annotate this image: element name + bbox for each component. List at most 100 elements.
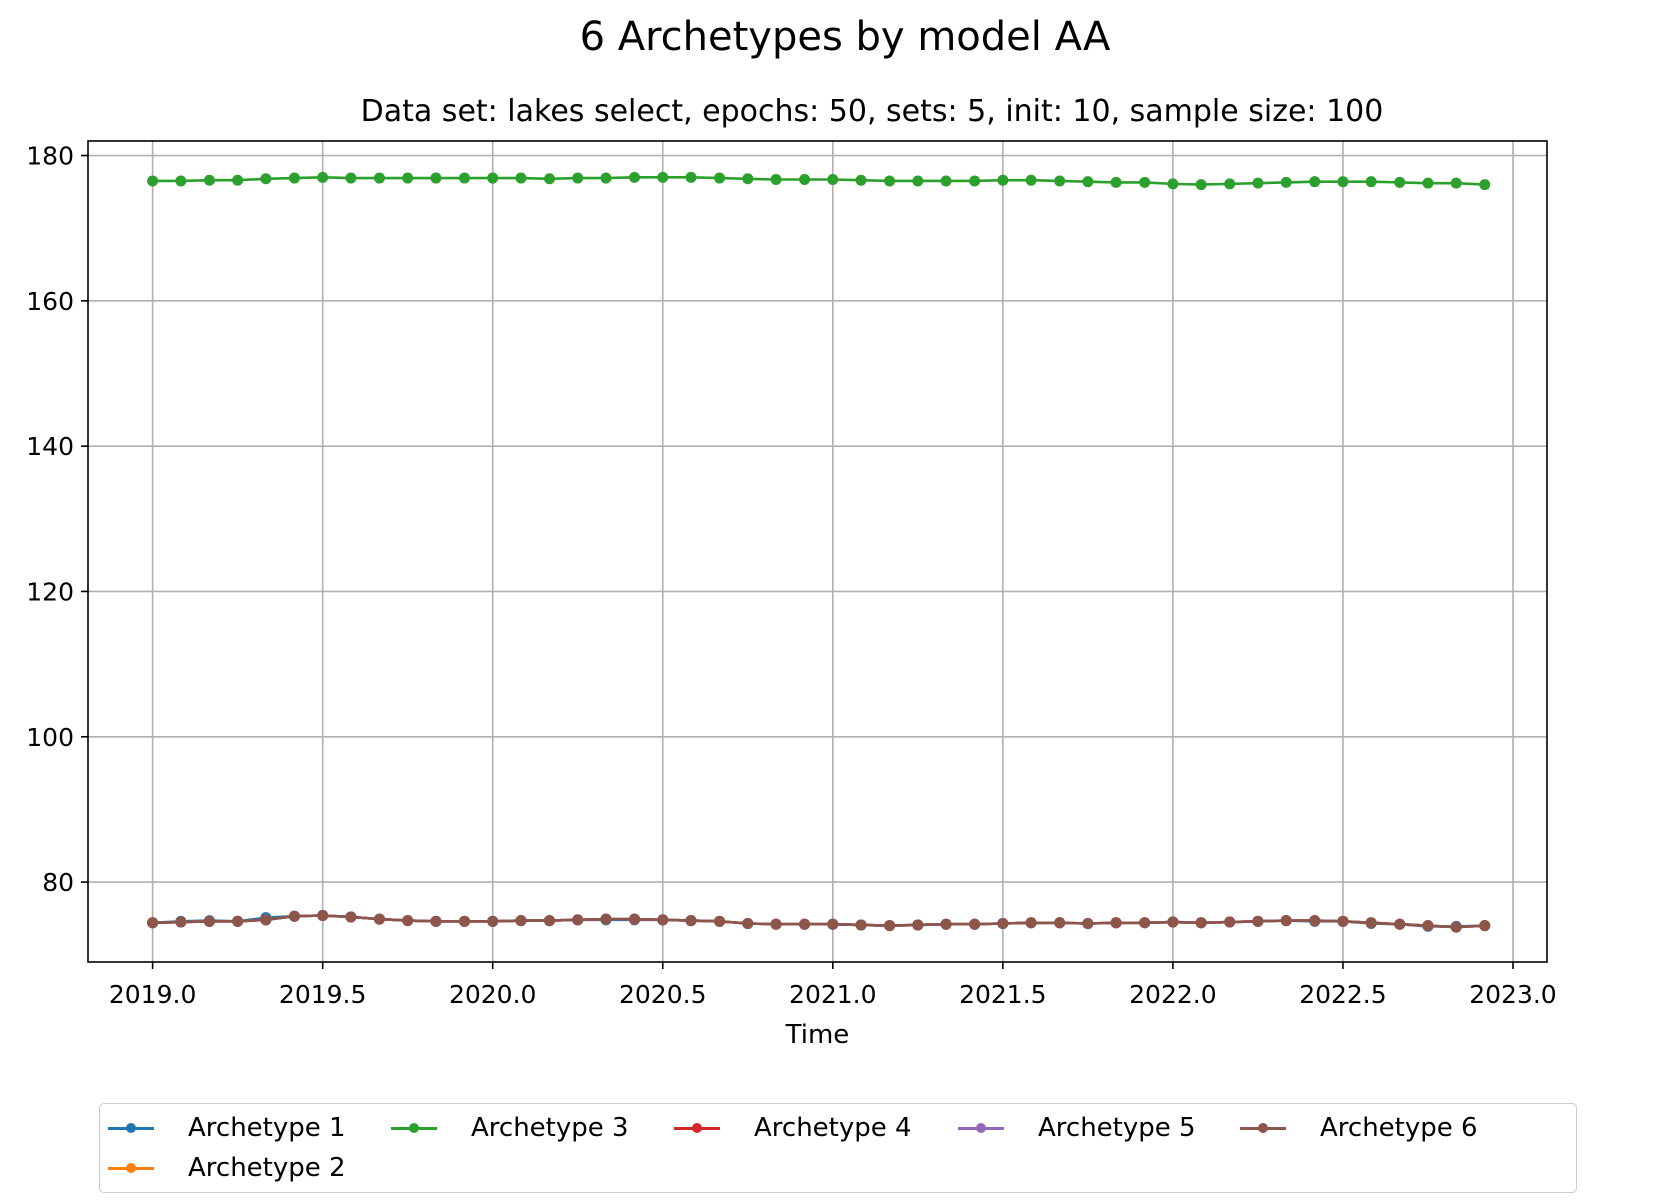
data-point [1479,179,1491,191]
data-point [1422,177,1434,189]
data-point [657,171,669,183]
data-point [742,173,754,185]
data-point [203,174,215,186]
y-tick-label: 140 [26,432,74,461]
legend-swatch [666,1118,728,1138]
data-point [260,914,272,926]
data-point [345,172,357,184]
data-point [714,915,726,927]
y-tick-label: 120 [26,577,74,606]
data-point [544,173,556,185]
data-point [458,915,470,927]
series-layer [147,171,1491,933]
legend-swatch-marker [692,1123,702,1133]
legend-item: Archetype 6 [1232,1108,1478,1148]
data-point [1450,177,1462,189]
legend-item: Archetype 4 [666,1108,912,1148]
data-point [203,915,215,927]
y-tick-label: 160 [26,287,74,316]
data-point [1025,174,1037,186]
data-point [1025,917,1037,929]
data-point [288,172,300,184]
data-point [799,918,811,930]
legend-swatch-marker [1258,1123,1268,1133]
data-point [657,914,669,926]
legend-swatch-marker [126,1123,136,1133]
data-point [685,915,697,927]
plot-area: 2019.0 2019.5 2020.0 2020.5 2021.0 2021.5 2022… [26,140,1557,1050]
data-point [1365,176,1377,188]
chart-title: 6 Archetypes by model AA [579,14,1111,60]
data-point [629,171,641,183]
data-point [430,172,442,184]
series-6 [147,910,1491,933]
data-point [855,919,867,931]
legend-label: Archetype 3 [471,1113,629,1143]
data-point [912,919,924,931]
data-point [458,172,470,184]
data-point [884,175,896,187]
data-point [402,915,414,927]
data-point [317,910,329,922]
data-point [1110,176,1122,188]
x-tick-label: 2021.0 [789,980,876,1009]
data-point [742,917,754,929]
data-point [1139,917,1151,929]
data-point [1082,917,1094,929]
legend-item: Archetype 3 [383,1108,629,1148]
x-tick-label: 2021.5 [959,980,1046,1009]
data-point [855,174,867,186]
data-point [232,174,244,186]
data-point [969,918,981,930]
data-point [147,917,159,929]
data-point [1394,176,1406,188]
data-point [912,175,924,187]
data-point [1167,178,1179,190]
data-point [487,915,499,927]
legend-swatch-marker [126,1163,136,1173]
legend: Archetype 1 Archetype 2 Archetype 3 Archety… [99,1103,1577,1193]
data-point [1252,915,1264,927]
x-axis-label: Time [785,1020,850,1050]
data-point [1337,915,1349,927]
data-point [232,915,244,927]
data-point [1195,917,1207,929]
data-point [685,171,697,183]
data-point [770,174,782,186]
data-point [969,175,981,187]
data-point [373,172,385,184]
data-point [1337,176,1349,188]
y-tick-label: 100 [26,723,74,752]
data-point [317,171,329,183]
data-point [1280,176,1292,188]
data-point [1195,179,1207,191]
data-point [1280,915,1292,927]
x-tick-label: 2019.0 [109,980,196,1009]
data-point [940,918,952,930]
data-point [288,910,300,922]
legend-label: Archetype 2 [188,1153,346,1183]
data-point [1224,916,1236,928]
series-3 [147,171,1491,191]
x-tick-label: 2020.0 [449,980,536,1009]
grid-layer [88,141,1547,962]
data-point [1082,176,1094,188]
legend-item: Archetype 5 [950,1108,1196,1148]
legend-swatch [383,1118,445,1138]
data-point [175,175,187,187]
axes-frame [87,140,1548,963]
legend-swatch [950,1118,1012,1138]
data-point [515,172,527,184]
tick-layer: 2019.0 2019.5 2020.0 2020.5 2021.0 2021.5 2022… [26,142,1556,1009]
data-point [940,175,952,187]
data-point [1309,915,1321,927]
data-point [1422,920,1434,932]
legend-swatch-marker [409,1123,419,1133]
x-tick-label: 2022.5 [1299,980,1386,1009]
data-point [827,918,839,930]
legend-label: Archetype 6 [1320,1113,1478,1143]
data-point [770,918,782,930]
data-point [1394,918,1406,930]
legend-swatch [100,1118,162,1138]
